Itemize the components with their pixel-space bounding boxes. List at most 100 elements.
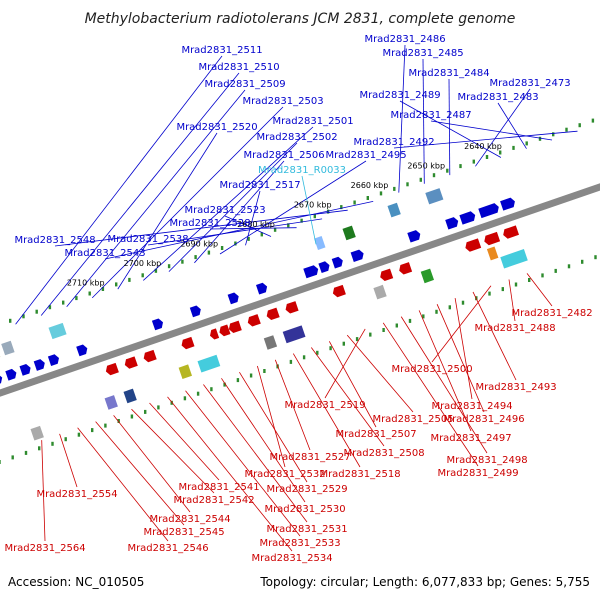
- kbp-tick-label: 2690 kbp: [180, 240, 218, 249]
- label-leader-line: [95, 421, 185, 526]
- reverse-gene-label: Mrad2831_2518: [319, 469, 400, 480]
- tick-mark: [355, 337, 359, 342]
- forward-gene-label: Mrad2831_2538: [107, 234, 188, 245]
- reverse-gene-label: Mrad2831_2496: [443, 414, 524, 425]
- forward-gene-arrow: [0, 375, 3, 384]
- feature-box: [282, 325, 306, 344]
- tick-mark: [329, 346, 332, 351]
- feature-box: [486, 246, 499, 261]
- tick-mark: [302, 355, 306, 360]
- reverse-gene-label: Mrad2831_2498: [446, 455, 527, 466]
- tick-mark: [9, 318, 12, 323]
- label-leader-line: [41, 440, 46, 542]
- tick-mark: [408, 318, 412, 323]
- tick-mark: [196, 391, 200, 396]
- forward-gene-label: Mrad2831_2523: [184, 205, 265, 216]
- tick-mark: [395, 323, 398, 328]
- tick-mark: [24, 450, 28, 455]
- kbp-tick-label: 2650 kbp: [407, 162, 445, 171]
- label-leader-line: [54, 209, 348, 247]
- tick-mark: [419, 177, 422, 182]
- feature-box: [30, 425, 44, 441]
- label-leader-line: [143, 126, 314, 281]
- forward-gene-arrow: [478, 203, 499, 219]
- reverse-gene-arrow: [143, 349, 157, 363]
- rna-gene-label: Mrad2831_R0033: [258, 165, 346, 176]
- tick-mark: [51, 441, 54, 446]
- label-leader-line: [436, 304, 485, 413]
- reverse-gene-label: Mrad2831_2534: [251, 553, 332, 564]
- forward-gene-arrow: [445, 217, 459, 230]
- tick-mark: [435, 309, 438, 314]
- label-leader-line: [430, 120, 553, 141]
- label-leader-line: [324, 328, 366, 399]
- tick-mark: [422, 314, 425, 319]
- label-leader-line: [77, 427, 169, 542]
- feature-box: [263, 335, 278, 350]
- kbp-tick-label: 2660 kbp: [351, 181, 389, 190]
- tick-mark: [501, 287, 504, 292]
- forward-gene-label: Mrad2831_2502: [256, 132, 337, 143]
- label-leader-line: [398, 44, 406, 193]
- tick-mark: [181, 259, 184, 264]
- tick-mark: [488, 291, 491, 296]
- label-leader-line: [194, 160, 285, 264]
- tick-mark: [538, 136, 542, 141]
- tick-mark: [236, 378, 240, 383]
- reverse-gene-label: Mrad2831_2533: [259, 538, 340, 549]
- feature-box: [342, 225, 356, 241]
- tick-mark: [591, 118, 595, 123]
- tick-mark: [64, 437, 67, 442]
- reverse-gene-label: Mrad2831_2529: [266, 484, 347, 495]
- tick-mark: [167, 264, 171, 269]
- backbone-line: [0, 183, 600, 397]
- reverse-gene-label: Mrad2831_2519: [284, 400, 365, 411]
- label-leader-line: [422, 58, 425, 184]
- forward-gene-label: Mrad2831_2506: [243, 150, 324, 161]
- tick-mark: [448, 305, 451, 310]
- reverse-gene-arrow: [247, 314, 261, 327]
- tick-mark: [554, 268, 557, 273]
- label-leader-line: [167, 396, 293, 552]
- tick-mark: [594, 255, 597, 260]
- forward-gene-label: Mrad2831_2501: [272, 116, 353, 127]
- label-leader-line: [15, 55, 223, 325]
- tick-mark: [220, 246, 224, 250]
- forward-gene-arrow: [459, 211, 476, 225]
- label-leader-line: [497, 102, 527, 149]
- label-leader-line: [168, 142, 298, 272]
- label-leader-line: [149, 402, 220, 481]
- reverse-gene-label: Mrad2831_2545: [143, 527, 224, 538]
- reverse-gene-arrow: [219, 324, 231, 337]
- tick-mark: [128, 277, 131, 282]
- reverse-gene-arrow: [380, 268, 394, 281]
- reverse-gene-arrow: [503, 225, 519, 239]
- tick-mark: [446, 168, 449, 173]
- label-leader-line: [346, 334, 414, 413]
- forward-gene-arrow: [76, 344, 88, 357]
- reverse-gene-label: Mrad2831_2507: [335, 429, 416, 440]
- feature-box: [1, 340, 15, 356]
- tick-mark: [234, 241, 237, 246]
- feature-box: [500, 249, 528, 269]
- tick-mark: [170, 400, 173, 405]
- tick-mark: [514, 282, 518, 287]
- tick-mark: [366, 196, 369, 200]
- tick-mark: [316, 350, 319, 355]
- reverse-gene-label: Mrad2831_2527: [269, 452, 350, 463]
- tick-mark: [512, 145, 515, 150]
- tick-mark: [183, 396, 187, 401]
- forward-gene-arrow: [256, 282, 268, 295]
- feature-box: [425, 188, 444, 205]
- reverse-gene-arrow: [210, 328, 220, 340]
- reverse-gene-label: Mrad2831_2488: [474, 323, 555, 334]
- label-leader-line: [117, 132, 218, 290]
- label-leader-line: [40, 72, 240, 316]
- tick-mark: [393, 186, 396, 191]
- reverse-gene-arrow: [399, 262, 413, 275]
- reverse-gene-label: Mrad2831_2494: [431, 401, 512, 412]
- label-leader-line: [147, 218, 323, 246]
- tick-mark: [565, 127, 568, 132]
